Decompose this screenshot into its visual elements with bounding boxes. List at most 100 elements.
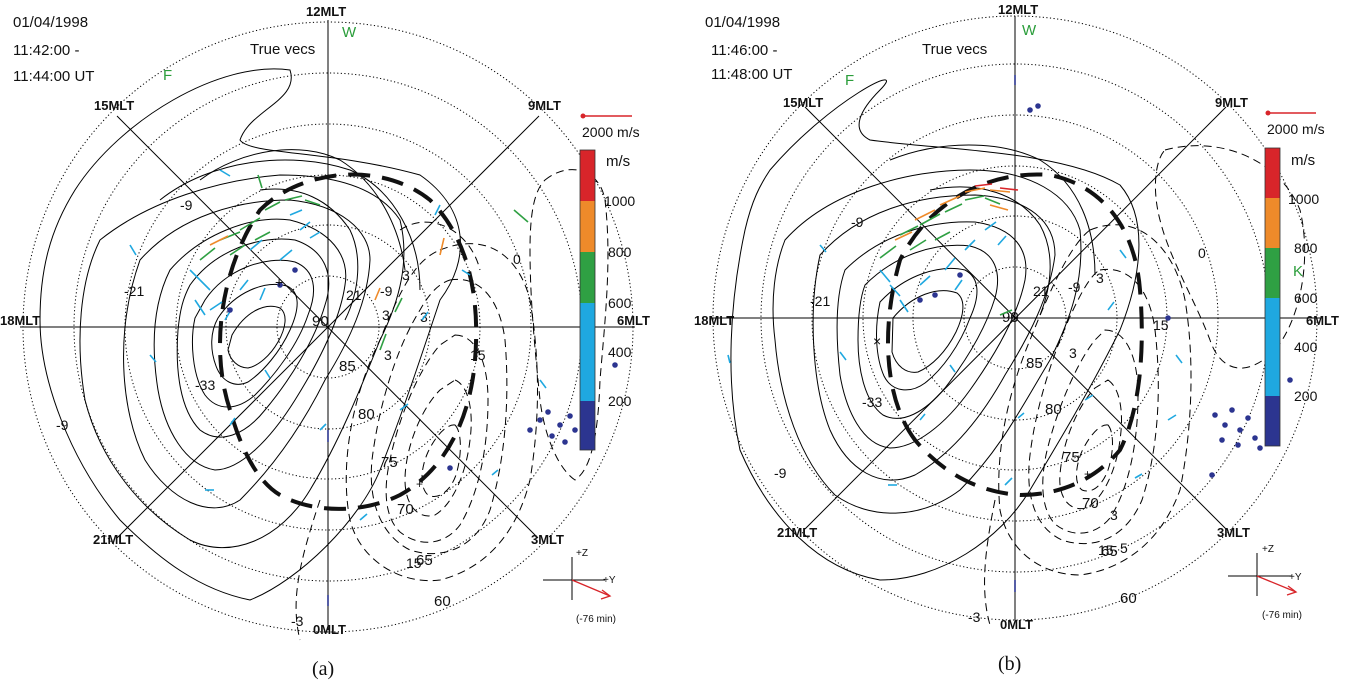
latitude-labels: 90 85 80 75 70 65 60 xyxy=(312,313,451,610)
contour-labels: -9 -21 -33 -9 21 -9 3 3 15 0 3 15 5 -3 xyxy=(774,214,1206,625)
vec-type-label: True vecs xyxy=(922,41,987,58)
imf-y-label: +Y xyxy=(603,575,616,586)
contour-label: -9 xyxy=(774,465,787,481)
mlt-label-6: 6MLT xyxy=(617,313,650,328)
lat-label-70: 70 xyxy=(1082,495,1099,512)
contour-label: -9 xyxy=(56,417,69,433)
contour-label: 21 xyxy=(1033,283,1049,299)
date-label: 01/04/1998 xyxy=(13,14,88,31)
station-letter-f: F xyxy=(845,72,854,89)
lat-label-70: 70 xyxy=(397,501,414,518)
time-end-label: 11:48:00 UT xyxy=(711,66,792,83)
velocity-vectors xyxy=(727,75,1293,592)
contour-label: 0 xyxy=(513,251,521,267)
contour-label: 3 xyxy=(1096,270,1104,286)
lat-label-60: 60 xyxy=(434,593,451,610)
colorbar-tick: 1000 xyxy=(604,193,635,209)
cell-center-marker: + xyxy=(1084,467,1091,481)
contour-labels: -9 -21 -33 -9 21 -9 3 3 15 0 3 15 3 -3 xyxy=(56,197,521,629)
mlt-label-18: 18MLT xyxy=(694,313,734,328)
mlt-label-6: 6MLT xyxy=(1306,313,1339,328)
vec-type-label: True vecs xyxy=(250,41,315,58)
boundary-curve xyxy=(218,172,479,511)
scale-vector: 2000 m/s xyxy=(1265,110,1325,137)
solid-potential-contours xyxy=(39,68,461,601)
contour-label: -9 xyxy=(851,214,864,230)
contour-label: -33 xyxy=(862,394,882,410)
mlt-label-0: 0MLT xyxy=(313,622,346,637)
lat-label-85: 85 xyxy=(1026,355,1043,372)
mlt-label-3: 3MLT xyxy=(1217,525,1250,540)
imf-y-label: +Y xyxy=(1289,572,1302,583)
contour-label: 3 xyxy=(402,267,410,283)
header: 01/04/1998 11:42:00 - 11:44:00 UT True v… xyxy=(13,14,315,85)
contour-label: -21 xyxy=(810,293,830,309)
lat-label-85: 85 xyxy=(339,358,356,375)
panel-b: 12MLT 0MLT 18MLT 6MLT 15MLT 9MLT 21MLT 3… xyxy=(694,2,1339,675)
lat-label-80: 80 xyxy=(358,406,375,423)
contour-label: -9 xyxy=(180,197,193,213)
contour-label: -9 xyxy=(1068,279,1081,295)
colorbar: m/s 1000 800 600 400 200 xyxy=(579,149,635,451)
mlt-label-15: 15MLT xyxy=(94,98,134,113)
contour-label: 5 xyxy=(1120,540,1128,556)
colorbar-tick: 400 xyxy=(608,344,632,360)
lat-label-80: 80 xyxy=(1045,401,1062,418)
mlt-label-12: 12MLT xyxy=(998,2,1038,17)
contour-label: -3 xyxy=(291,613,304,629)
panel-caption: (a) xyxy=(312,658,334,680)
lat-label-65: 65 xyxy=(416,552,433,569)
mlt-lines xyxy=(20,20,635,630)
colorbar-tick: 1000 xyxy=(1288,191,1319,207)
contour-label: -9 xyxy=(380,283,393,299)
mlt-label-21: 21MLT xyxy=(777,525,817,540)
time-start-label: 11:46:00 - xyxy=(711,42,777,59)
panel-a: 12MLT 0MLT 18MLT 6MLT 15MLT 9MLT 21MLT 3… xyxy=(0,4,650,680)
contour-label: -33 xyxy=(195,377,215,393)
boundary-curve xyxy=(886,172,1144,498)
station-letter-w: W xyxy=(1022,22,1037,39)
time-end-label: 11:44:00 UT xyxy=(13,68,94,85)
imf-clock: +Z +Y (-76 min) xyxy=(1228,544,1302,621)
station-letter-w: W xyxy=(342,24,357,41)
contour-label: -3 xyxy=(968,609,981,625)
mlt-label-9: 9MLT xyxy=(1215,95,1248,110)
imf-z-label: +Z xyxy=(1262,544,1274,555)
scale-vector-label: 2000 m/s xyxy=(582,124,640,140)
mlt-label-3: 3MLT xyxy=(531,532,564,547)
colorbar-unit: m/s xyxy=(1291,152,1315,169)
mlt-label-18: 18MLT xyxy=(0,313,40,328)
mlt-labels: 12MLT 0MLT 18MLT 6MLT 15MLT 9MLT 21MLT 3… xyxy=(0,4,650,637)
panel-caption: (b) xyxy=(998,653,1021,675)
lat-label-75: 75 xyxy=(1063,449,1080,466)
solid-potential-contours xyxy=(730,79,1140,581)
contour-label: 15 xyxy=(406,555,422,571)
colorbar-tick: 600 xyxy=(1294,290,1318,306)
mlt-label-15: 15MLT xyxy=(783,95,823,110)
colorbar-tick: 800 xyxy=(1294,240,1318,256)
colorbar: m/s 1000 800 600 400 200 xyxy=(1264,147,1319,447)
dashed-potential-contours xyxy=(295,169,609,641)
station-letter-k: K xyxy=(1293,263,1303,280)
cell-center-marker: × xyxy=(873,333,881,349)
time-start-label: 11:42:00 - xyxy=(13,42,79,59)
lat-label-60: 60 xyxy=(1120,590,1137,607)
velocity-vectors xyxy=(129,169,618,606)
mlt-label-9: 9MLT xyxy=(528,98,561,113)
mlt-label-12: 12MLT xyxy=(306,4,346,19)
contour-label: 0 xyxy=(1198,245,1206,261)
scale-vector-label: 2000 m/s xyxy=(1267,121,1325,137)
contour-label: 15 xyxy=(1153,317,1169,333)
imf-z-label: +Z xyxy=(576,548,588,559)
contour-label: 21 xyxy=(346,287,362,303)
contour-label: 3 xyxy=(382,307,390,323)
cell-center-marker: + xyxy=(416,477,423,491)
lat-label-75: 75 xyxy=(381,454,398,471)
contour-label: 15 xyxy=(470,347,486,363)
header: 01/04/1998 11:46:00 - 11:48:00 UT True v… xyxy=(705,14,987,83)
mlt-label-0: 0MLT xyxy=(1000,617,1033,632)
pole-label: 90 xyxy=(312,313,329,330)
lat-label-65: 65 xyxy=(1101,543,1118,560)
imf-lag-label: (-76 min) xyxy=(576,614,616,625)
